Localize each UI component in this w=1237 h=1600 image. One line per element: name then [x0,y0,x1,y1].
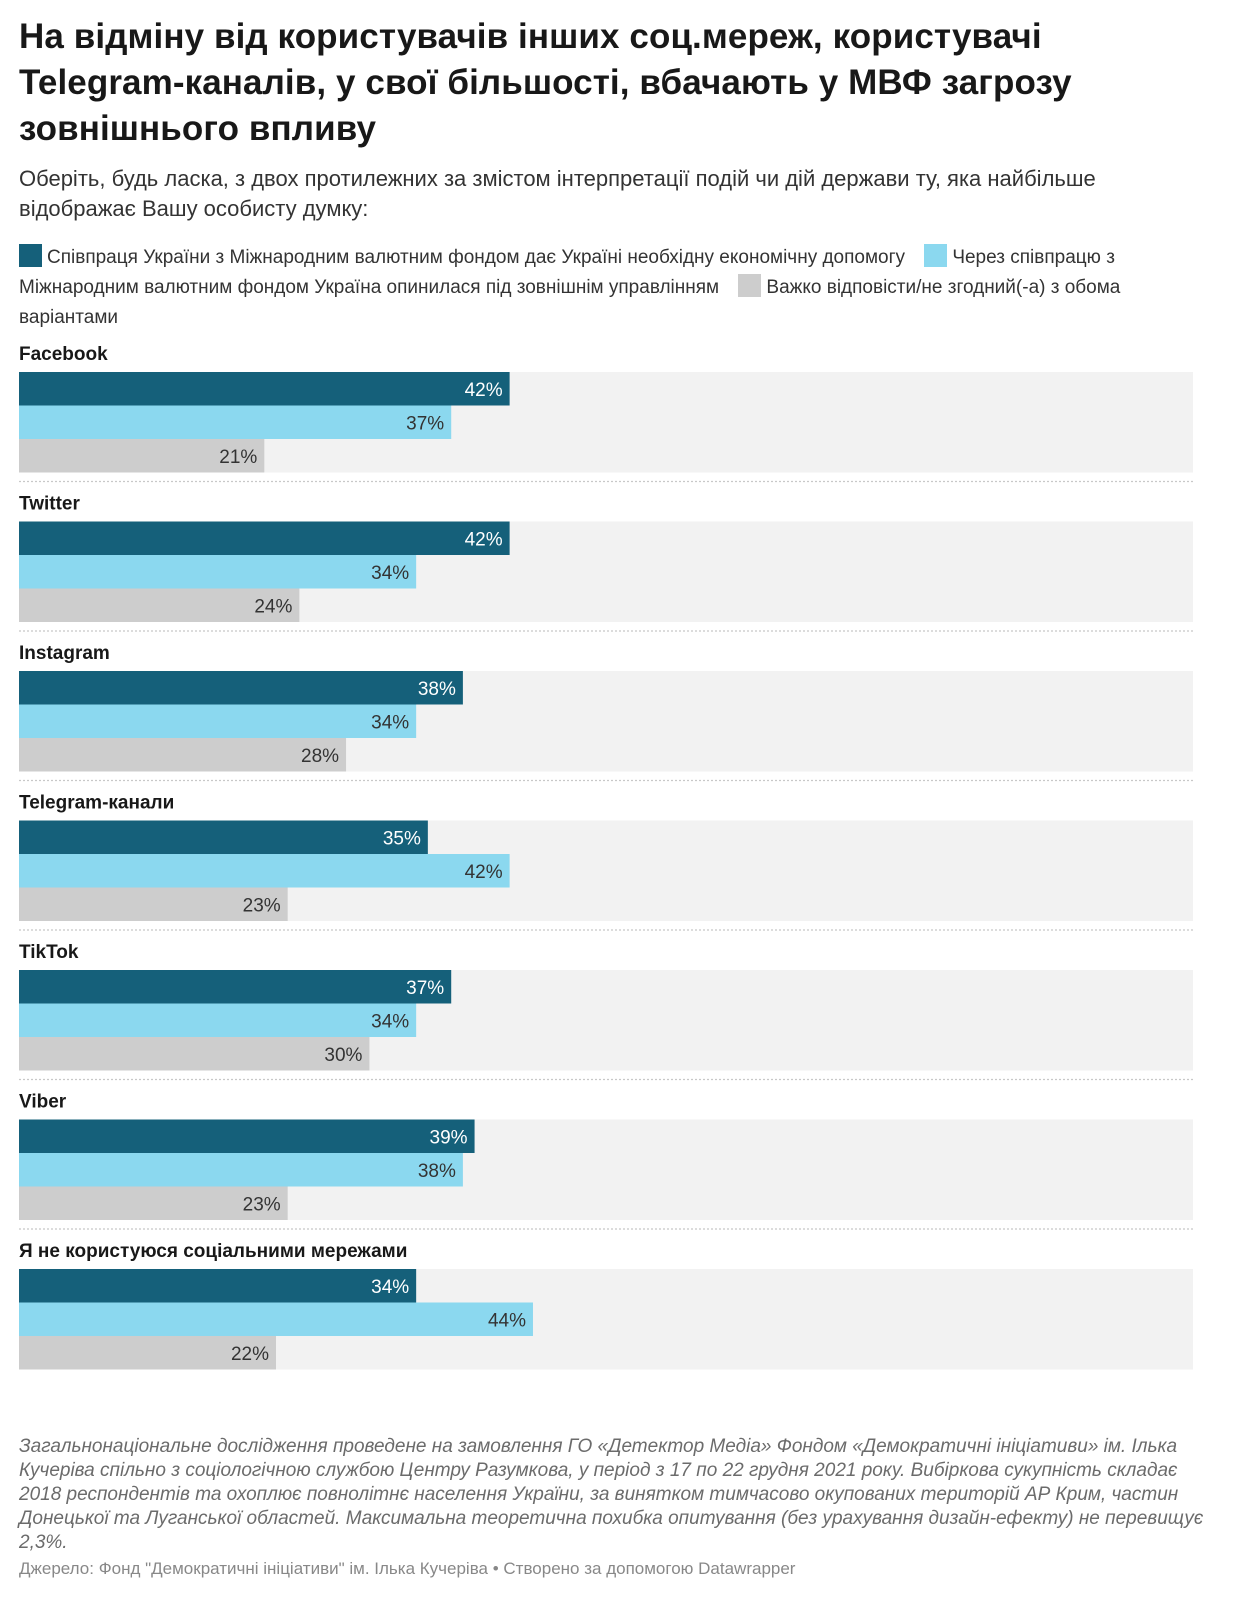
chart-title: На відміну від користувачів інших соц.ме… [19,17,1072,148]
bar [19,1186,288,1220]
bar [19,439,265,473]
bar [19,1336,276,1370]
bar-value-label: 42% [465,380,503,401]
bar-group: Viber 39% 38% 23% [19,1092,1193,1230]
bar-value-label: 42% [465,529,503,550]
bar-value-label: 37% [406,978,444,999]
bar-group: Facebook 42% 37% 21% [19,344,1193,483]
bar [19,1302,533,1336]
datawrapper-credit: Створено за допомогою Datawrapper [503,1559,796,1578]
category-label: Telegram-канали [19,793,174,814]
bar-value-label: 34% [371,712,409,733]
bar-value-label: 34% [371,1011,409,1032]
category-label: Facebook [19,344,108,365]
bar-value-label: 24% [254,596,292,617]
bar-value-label: 35% [383,828,421,849]
category-label: TikTok [19,942,79,963]
bar-value-label: 23% [243,1194,281,1215]
bar-value-label: 28% [301,746,339,767]
bar [19,1153,463,1187]
bar-group: Я не користуюся соціальними мережами 34% 4… [19,1241,1193,1370]
legend-item-support: Співпраця України з Міжнародним валютним… [19,244,906,268]
bar-group: TikTok 37% 34% 30% [19,942,1193,1081]
bar [19,970,452,1004]
bar-value-label: 23% [243,895,281,916]
legend-label-hard-to-say: Важко відповісти/не згодний(-а) з обома … [19,277,1121,328]
legend: Співпраця України з Міжнародним валютним… [19,243,1219,333]
bar-value-label: 38% [418,679,456,700]
category-label: Viber [19,1092,67,1113]
legend-swatch-hard-to-say [738,274,762,297]
bar [19,521,510,555]
bar [19,738,347,772]
legend-label-support: Співпраця України з Міжнародним валютним… [47,247,906,268]
bar-group: Twitter 42% 34% 24% [19,494,1193,632]
bar-value-label: 42% [465,862,503,883]
category-label: Я не користуюся соціальними мережами [19,1241,407,1262]
bar-value-label: 37% [406,413,444,434]
bar [19,1003,417,1037]
chart-subtitle: Оберіть, будь ласка, з двох протилежних … [19,166,1096,221]
bar [19,704,417,738]
bar [19,405,452,439]
legend-item-external-control: Через співпрацю з Міжнародним валютним ф… [19,244,1115,298]
bar [19,887,288,921]
bar [19,1037,370,1071]
bar-value-label: 21% [219,447,257,468]
bar-group: Instagram 38% 34% 28% [19,643,1193,782]
legend-item-hard-to-say: Важко відповісти/не згодний(-а) з обома … [19,274,1121,328]
bar [19,671,463,705]
bar-value-label: 30% [324,1045,362,1066]
bar-value-label: 34% [371,563,409,584]
category-label: Instagram [19,643,110,664]
bar-value-label: 39% [430,1127,468,1148]
source-label: Джерело: Фонд "Демократичні ініціативи" … [19,1559,488,1578]
bar-group: Telegram-канали 35% 42% 23% [19,793,1193,931]
bar [19,588,300,622]
bar [19,820,428,854]
bar [19,1269,417,1303]
source-separator: • [488,1559,504,1578]
bar [19,854,510,888]
bar-value-label: 22% [231,1344,269,1365]
bar-value-label: 34% [371,1277,409,1298]
bar [19,555,417,589]
bar-value-label: 44% [488,1310,526,1331]
category-label: Twitter [19,494,80,515]
bar-value-label: 38% [418,1161,456,1182]
bar [19,372,510,406]
legend-swatch-external-control [924,244,948,267]
legend-swatch-support [19,244,42,267]
methodology-notes: Загальнонаціональне дослідження проведен… [19,1436,1204,1553]
source-line: Джерело: Фонд "Демократичні ініціативи" … [19,1558,1209,1580]
bar [19,1119,475,1153]
legend-label-external-control: Через співпрацю з Міжнародним валютним ф… [19,247,1115,298]
